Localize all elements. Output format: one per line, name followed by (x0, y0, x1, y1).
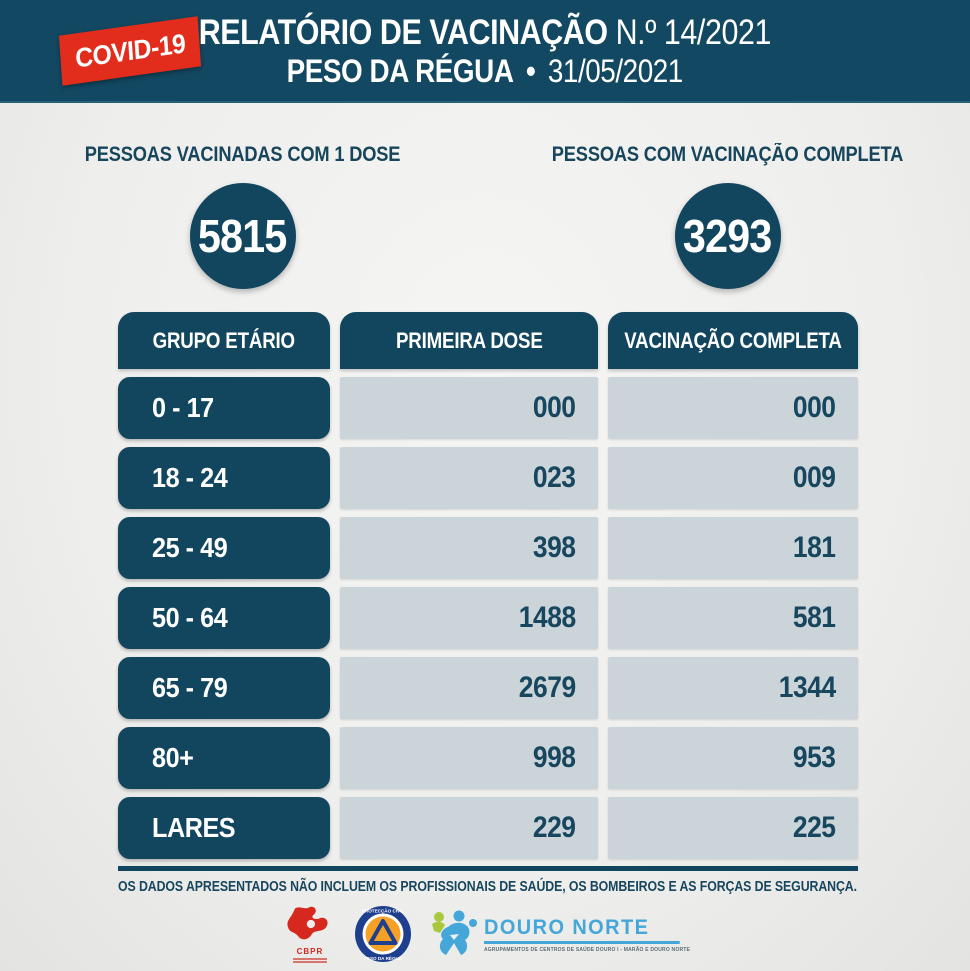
table-row-age-label: LARES (118, 797, 330, 859)
civil-protection-top-text: PROTECÇÃO CIVIL (362, 908, 405, 914)
stat-complete: PESSOAS COM VACINAÇÃO COMPLETA 3293 (485, 103, 970, 308)
first-dose-value: 000 (533, 391, 576, 424)
stat-complete-label: PESSOAS COM VACINAÇÃO COMPLETA (551, 143, 904, 166)
column-header-complete: VACINAÇÃO COMPLETA (608, 312, 858, 369)
municipality-logo: CBPR (280, 905, 340, 963)
first-dose-value: 998 (533, 741, 576, 774)
table-cell-complete: 000 (608, 377, 858, 439)
stat-complete-circle: 3293 (674, 183, 781, 289)
table-cell-complete: 225 (608, 797, 858, 859)
age-group-value: 25 - 49 (152, 532, 228, 563)
first-dose-value: 1488 (519, 601, 576, 634)
table-cell-complete: 009 (608, 447, 858, 509)
municipality-logo-label: CBPR (296, 947, 324, 956)
report-title: RELATÓRIO DE VACINAÇÃO (198, 12, 608, 52)
table-cell-complete: 953 (608, 727, 858, 789)
stat-complete-value: 3293 (683, 210, 772, 262)
first-dose-value: 2679 (519, 671, 576, 704)
table-row-age-label: 65 - 79 (118, 657, 330, 719)
age-group-value: 80+ (152, 742, 194, 773)
age-group-value: 65 - 79 (152, 672, 228, 703)
table-row-age-label: 25 - 49 (118, 517, 330, 579)
complete-value: 581 (793, 601, 836, 634)
complete-value: 181 (793, 531, 836, 564)
first-dose-value: 023 (533, 461, 576, 494)
age-group-value: 18 - 24 (152, 462, 228, 493)
table-cell-complete: 581 (608, 587, 858, 649)
complete-value: 1344 (779, 671, 836, 704)
first-dose-value: 398 (533, 531, 576, 564)
column-header-complete-label: VACINAÇÃO COMPLETA (624, 327, 842, 353)
report-place: PESO DA RÉGUA (286, 52, 514, 89)
complete-value: 000 (793, 391, 836, 424)
column-header-age-group-label: GRUPO ETÁRIO (152, 327, 296, 353)
table-row-age-label: 50 - 64 (118, 587, 330, 649)
douro-norte-subtitle: AGRUPAMENTOS DE CENTROS DE SAÚDE DOURO I… (483, 947, 691, 953)
municipality-map-icon (287, 906, 328, 940)
bullet-separator: • (526, 52, 536, 89)
age-group-value: LARES (152, 812, 236, 843)
column-header-first-dose-label: PRIMEIRA DOSE (395, 327, 543, 353)
douro-norte-texts: DOURO NORTE AGRUPAMENTOS DE CENTROS DE S… (483, 907, 691, 953)
municipality-logo-tagline (292, 957, 327, 960)
first-dose-value: 229 (533, 811, 576, 844)
complete-value: 953 (793, 741, 836, 774)
table-row-age-label: 80+ (118, 727, 330, 789)
douro-norte-title: DOURO NORTE (483, 917, 680, 944)
covid-19-badge: COVID-19 (58, 16, 202, 86)
report-date: 31/05/2021 (548, 52, 684, 89)
table-cell-first-dose: 229 (340, 797, 598, 859)
table-cell-first-dose: 998 (340, 727, 598, 789)
table-cell-complete: 181 (608, 517, 858, 579)
douro-norte-logo: DOURO NORTE AGRUPAMENTOS DE CENTROS DE S… (426, 907, 690, 961)
table-cell-first-dose: 000 (340, 377, 598, 439)
table-cell-first-dose: 1488 (340, 587, 598, 649)
report-title-line: RELATÓRIO DE VACINAÇÃO N.º 14/2021 (198, 12, 772, 52)
stat-first-dose-value: 5815 (198, 210, 287, 262)
stat-first-dose-label: PESSOAS VACINADAS COM 1 DOSE (84, 143, 401, 166)
table-row-age-label: 0 - 17 (118, 377, 330, 439)
age-group-value: 50 - 64 (152, 602, 228, 633)
stat-first-dose: PESSOAS VACINADAS COM 1 DOSE 5815 (0, 103, 485, 308)
column-header-age-group: GRUPO ETÁRIO (118, 312, 330, 369)
covid-19-badge-label: COVID-19 (73, 27, 186, 74)
column-header-first-dose: PRIMEIRA DOSE (340, 312, 598, 369)
table-cell-first-dose: 023 (340, 447, 598, 509)
table-cell-complete: 1344 (608, 657, 858, 719)
complete-value: 009 (793, 461, 836, 494)
table-cell-first-dose: 2679 (340, 657, 598, 719)
stat-first-dose-circle: 5815 (189, 183, 296, 289)
douro-norte-people-icon (431, 910, 477, 955)
summary-stats: PESSOAS VACINADAS COM 1 DOSE 5815 PESSOA… (0, 103, 970, 308)
civil-protection-logo: PROTECÇÃO CIVIL PESO DA RÉGUA (354, 906, 411, 962)
footer-divider (118, 866, 858, 871)
complete-value: 225 (793, 811, 836, 844)
civil-protection-bottom-text: PESO DA RÉGUA (364, 954, 403, 961)
footer-logos: CBPR PROTECÇÃO CIVIL PESO DA RÉGUA DOURO (0, 902, 970, 966)
report-number: N.º 14/2021 (615, 12, 772, 52)
table-row-age-label: 18 - 24 (118, 447, 330, 509)
age-group-table: GRUPO ETÁRIO PRIMEIRA DOSE VACINAÇÃO COM… (118, 312, 858, 859)
municipality-logo-tagline (292, 961, 327, 963)
report-header: COVID-19 RELATÓRIO DE VACINAÇÃO N.º 14/2… (0, 0, 970, 103)
footer-note: OS DADOS APRESENTADOS NÃO INCLUEM OS PRO… (118, 879, 857, 895)
age-group-value: 0 - 17 (152, 392, 214, 423)
table-cell-first-dose: 398 (340, 517, 598, 579)
report-subtitle-line: PESO DA RÉGUA • 31/05/2021 (286, 52, 684, 89)
